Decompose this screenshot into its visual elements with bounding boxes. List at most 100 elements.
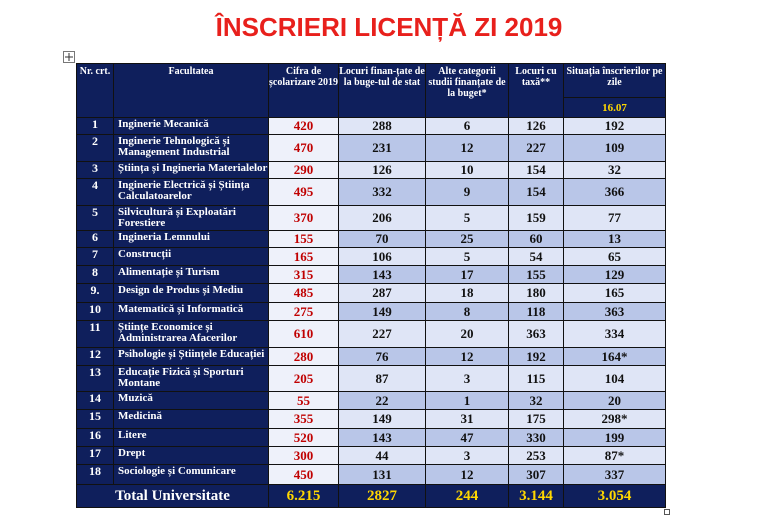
value-cell: 12 [425, 134, 509, 162]
value-cell: 227 [338, 320, 426, 348]
value-cell: 55 [268, 391, 339, 410]
faculty-name: Ingineria Lemnului [113, 230, 269, 248]
value-cell: 20 [425, 320, 509, 348]
value-cell: 126 [508, 117, 564, 135]
value-cell: 118 [508, 302, 564, 321]
value-cell: 253 [508, 446, 564, 465]
value-cell: 154 [508, 161, 564, 179]
resize-handle[interactable] [664, 509, 670, 515]
header-cell: Alte categorii studii finanțate de la bu… [425, 63, 509, 118]
value-cell: 300 [268, 446, 339, 465]
value-cell: 104 [563, 365, 666, 392]
value-cell: 106 [338, 247, 426, 266]
value-cell: 205 [268, 365, 339, 392]
value-cell: 6 [425, 117, 509, 135]
value-cell: 9 [425, 178, 509, 206]
total-value: 2827 [338, 484, 426, 508]
faculty-name: Design de Produs și Mediu [113, 283, 269, 303]
header-cell: Locuri cu taxă** [508, 63, 564, 118]
header-cell: Locuri finan-țate de la buge-tul de stat [338, 63, 426, 118]
faculty-name: Drept [113, 446, 269, 465]
value-cell: 115 [508, 365, 564, 392]
row-number: 14 [76, 391, 114, 410]
row-number: 12 [76, 347, 114, 366]
row-number: 1 [76, 117, 114, 135]
faculty-name: Alimentație și Turism [113, 265, 269, 284]
value-cell: 109 [563, 134, 666, 162]
value-cell: 231 [338, 134, 426, 162]
faculty-name: Inginerie Mecanică [113, 117, 269, 135]
header-cell: Situația înscrierilor pe zile [563, 63, 666, 98]
header-cell: Facultatea [113, 63, 269, 118]
faculty-name: Inginerie Electrică și Știința Calculato… [113, 178, 269, 206]
value-cell: 206 [338, 205, 426, 231]
value-cell: 154 [508, 178, 564, 206]
faculty-name: Matematică și Informatică [113, 302, 269, 321]
value-cell: 355 [268, 409, 339, 429]
value-cell: 87 [338, 365, 426, 392]
value-cell: 370 [268, 205, 339, 231]
value-cell: 450 [268, 464, 339, 485]
value-cell: 495 [268, 178, 339, 206]
header-cell: Nr. crt. [76, 63, 114, 118]
row-number: 2 [76, 134, 114, 162]
value-cell: 12 [425, 347, 509, 366]
value-cell: 290 [268, 161, 339, 179]
value-cell: 18 [425, 283, 509, 303]
value-cell: 485 [268, 283, 339, 303]
value-cell: 227 [508, 134, 564, 162]
faculty-name: Științe Economice și Administrarea Aface… [113, 320, 269, 348]
value-cell: 8 [425, 302, 509, 321]
value-cell: 199 [563, 428, 666, 447]
value-cell: 25 [425, 230, 509, 248]
value-cell: 47 [425, 428, 509, 447]
value-cell: 610 [268, 320, 339, 348]
value-cell: 5 [425, 205, 509, 231]
move-handle[interactable] [63, 51, 75, 63]
row-number: 4 [76, 178, 114, 206]
value-cell: 307 [508, 464, 564, 485]
faculty-name: Medicină [113, 409, 269, 429]
faculty-name: Muzică [113, 391, 269, 410]
value-cell: 143 [338, 265, 426, 284]
value-cell: 3 [425, 446, 509, 465]
value-cell: 149 [338, 302, 426, 321]
faculty-name: Construcții [113, 247, 269, 266]
value-cell: 131 [338, 464, 426, 485]
value-cell: 44 [338, 446, 426, 465]
value-cell: 143 [338, 428, 426, 447]
value-cell: 175 [508, 409, 564, 429]
date-cell: 16.07 [563, 97, 666, 118]
total-value: 3.144 [508, 484, 564, 508]
row-number: 7 [76, 247, 114, 266]
faculty-name: Psihologie și Științele Educației [113, 347, 269, 366]
faculty-name: Litere [113, 428, 269, 447]
value-cell: 149 [338, 409, 426, 429]
row-number: 13 [76, 365, 114, 392]
row-number: 8 [76, 265, 114, 284]
row-number: 18 [76, 464, 114, 485]
value-cell: 363 [508, 320, 564, 348]
value-cell: 1 [425, 391, 509, 410]
faculty-name: Sociologie și Comunicare [113, 464, 269, 485]
faculty-name: Știința și Ingineria Materialelor [113, 161, 269, 179]
value-cell: 13 [563, 230, 666, 248]
row-number: 15 [76, 409, 114, 429]
value-cell: 332 [338, 178, 426, 206]
row-number: 3 [76, 161, 114, 179]
value-cell: 87* [563, 446, 666, 465]
faculty-name: Silvicultură și Exploatări Forestiere [113, 205, 269, 231]
faculty-name: Inginerie Tehnologică și Management Indu… [113, 134, 269, 162]
value-cell: 60 [508, 230, 564, 248]
row-number: 5 [76, 205, 114, 231]
value-cell: 287 [338, 283, 426, 303]
faculty-name: Educație Fizică și Sporturi Montane [113, 365, 269, 392]
value-cell: 32 [563, 161, 666, 179]
value-cell: 420 [268, 117, 339, 135]
value-cell: 31 [425, 409, 509, 429]
value-cell: 334 [563, 320, 666, 348]
value-cell: 70 [338, 230, 426, 248]
row-number: 11 [76, 320, 114, 348]
value-cell: 192 [508, 347, 564, 366]
value-cell: 129 [563, 265, 666, 284]
